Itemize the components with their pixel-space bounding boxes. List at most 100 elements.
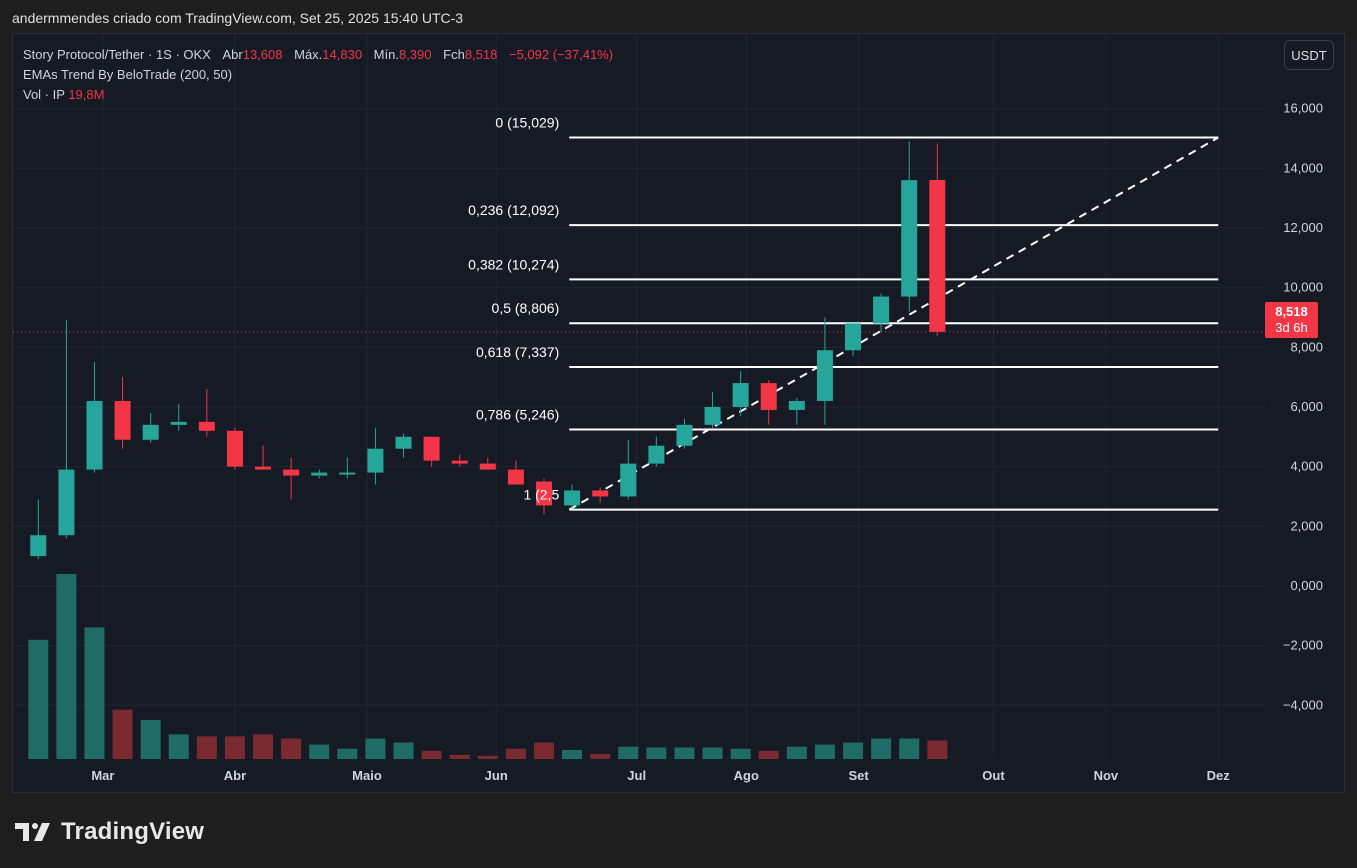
candle-up [704, 406, 721, 425]
tradingview-logo[interactable]: TradingView [15, 818, 204, 846]
open-label: Abr [222, 47, 243, 62]
candle-up [816, 350, 833, 401]
candle-up [170, 421, 187, 425]
candle-down [423, 436, 440, 461]
volume-bar [337, 748, 358, 759]
candle-down [114, 400, 131, 440]
volume-bar [871, 738, 892, 759]
high-label: Máx. [294, 47, 323, 62]
x-axis-tick-label: Jun [485, 768, 508, 783]
x-axis-tick-label: Nov [1094, 768, 1119, 783]
volume-bar [253, 734, 274, 759]
volume-bar [702, 747, 723, 759]
candle-up [367, 448, 384, 473]
close-value: 8,518 [464, 47, 498, 62]
candle-down [535, 481, 552, 506]
tradingview-logo-icon [15, 823, 50, 841]
candle-down [226, 430, 243, 467]
indicator-name: EMAs Trend By BeloTrade (200, 50) [23, 67, 233, 82]
volume-bar [421, 750, 442, 759]
x-axis-tick-label: Ago [734, 768, 759, 783]
low-value: 8,390 [398, 47, 432, 62]
candle-up [395, 436, 412, 449]
x-axis-tick-label: Abr [224, 768, 246, 783]
candle-up [873, 296, 890, 324]
legend-indicator-row[interactable]: EMAs Trend By BeloTrade (200, 50) [23, 65, 613, 85]
volume-value: 19,8M [68, 87, 105, 102]
volume-bar [618, 746, 639, 759]
legend-ohlc-row: Story Protocol/Tether · 1S · OKX Abr13,6… [23, 45, 613, 65]
x-axis-tick-label: Maio [352, 768, 382, 783]
chart-attribution: andermmendes criado com TradingView.com,… [12, 10, 464, 26]
volume-bar [927, 740, 948, 759]
candle-up [732, 383, 749, 407]
volume-bar [393, 742, 414, 759]
volume-bar [196, 736, 217, 759]
candle-down [592, 490, 609, 497]
x-axis-tick-label: Jul [627, 768, 646, 783]
y-axis-tick-label: 16,000 [1283, 101, 1323, 116]
fib-level-label: 0,236 (12,092) [468, 202, 559, 218]
currency-button[interactable]: USDT [1284, 40, 1334, 70]
chart-panel[interactable]: −4,000 −2,000 0,000 2,000 4,000 6,000 8,000 10,… [12, 33, 1345, 793]
volume-bar [674, 747, 695, 759]
legend-volume-row[interactable]: Vol · IP 19,8M [23, 85, 613, 105]
volume-bar [786, 746, 807, 759]
candle-up [339, 472, 356, 475]
candle-down [255, 466, 272, 470]
x-axis-tick-label: Mar [91, 768, 114, 783]
candle-down [283, 469, 300, 476]
volume-bar [758, 750, 779, 759]
candle-up [676, 424, 693, 446]
candle-countdown: 3d 6h [1275, 320, 1308, 335]
volume-bar [281, 738, 302, 759]
change-value: −5,092 (−37,41%) [508, 47, 614, 62]
volume-bar [814, 744, 835, 759]
candle-down [507, 469, 524, 485]
y-axis-tick-label: 12,000 [1283, 220, 1323, 235]
x-axis-tick-label: Out [982, 768, 1005, 783]
volume-bar [365, 738, 386, 759]
close-label: Fch [443, 47, 465, 62]
candle-down [479, 463, 496, 470]
volume-label: Vol · IP [23, 87, 65, 102]
open-value: 13,608 [242, 47, 283, 62]
y-axis-tick-label: 8,000 [1290, 339, 1323, 354]
candle-down [451, 460, 468, 464]
candle-up [311, 472, 328, 476]
volume-bar [505, 748, 526, 759]
fib-level-label: 0,5 (8,806) [492, 300, 560, 316]
candle-down [198, 421, 215, 431]
fib-trend-line [568, 136, 1219, 511]
volume-bar [56, 574, 77, 759]
symbol-title[interactable]: Story Protocol/Tether · 1S · OKX [23, 47, 211, 62]
volume-bar [28, 639, 49, 759]
volume-bar [112, 709, 133, 759]
volume-bar [168, 734, 189, 759]
fib-level-label: 1 (2,5 [523, 487, 559, 503]
candle-down [929, 179, 946, 332]
y-axis-tick-label: 14,000 [1283, 160, 1323, 175]
volume-bar [899, 738, 920, 759]
y-axis-tick-label: −4,000 [1283, 697, 1323, 712]
y-axis-tick-label: 0,000 [1290, 578, 1323, 593]
fib-level-label: 0,618 (7,337) [476, 344, 559, 360]
y-axis-tick-label: 10,000 [1283, 280, 1323, 295]
last-price-value: 8,518 [1275, 304, 1308, 319]
candle-up [30, 535, 47, 557]
volume-bar [590, 754, 611, 759]
candle-up [788, 400, 805, 410]
fib-level-label: 0 (15,029) [495, 115, 559, 131]
x-axis-tick-label: Dez [1207, 768, 1231, 783]
price-chart[interactable]: −4,000 −2,000 0,000 2,000 4,000 6,000 8,000 10,… [13, 34, 1344, 792]
high-value: 14,830 [322, 47, 363, 62]
low-label: Mín. [373, 47, 399, 62]
volume-bar [843, 742, 864, 759]
candle-up [58, 469, 75, 536]
volume-bar [730, 748, 751, 759]
tradingview-logo-text: TradingView [61, 818, 205, 845]
candle-up [86, 400, 103, 470]
y-axis-tick-label: 2,000 [1290, 518, 1323, 533]
volume-bar [84, 627, 105, 759]
chart-legend: Story Protocol/Tether · 1S · OKX Abr13,6… [23, 45, 613, 105]
